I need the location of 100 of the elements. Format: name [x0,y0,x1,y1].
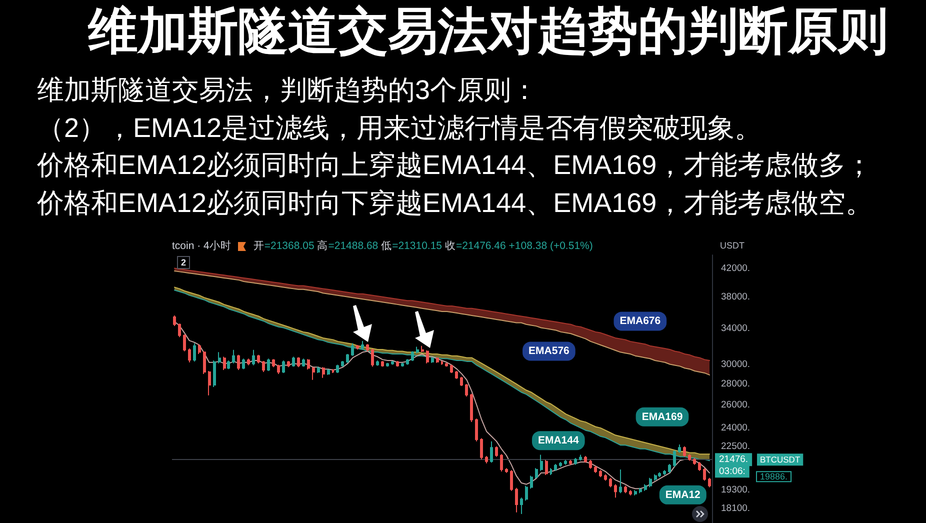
candlestick [470,393,473,423]
candlestick [277,364,280,374]
candlestick [341,360,344,368]
y-tick-label: 38000. [721,291,750,302]
text: 价格和EMA12必须同时向下穿越EMA144、EMA169，才能考虑做空。 [37,187,873,220]
candlestick [252,349,255,366]
candlestick [317,366,320,374]
candlestick [460,376,463,387]
candlestick [426,350,429,364]
candlestick [510,470,513,492]
candlestick [272,358,275,368]
candlestick [232,349,235,364]
text: 19886. [760,472,788,482]
candlestick [336,364,339,374]
candlestick [267,358,270,372]
candlestick [450,364,453,374]
candlestick [604,474,607,482]
series-label: EMA12 [665,488,701,501]
candlestick [376,360,379,366]
y-tick-label: 42000. [721,262,750,274]
series-label: EMA676 [620,315,661,328]
candlestick [649,477,652,488]
y-tick-label: 22500. [721,440,750,452]
candlestick [490,440,493,464]
candlestick [366,344,369,352]
text: 价格和EMA12必须同时向上穿越EMA144、EMA169，才能考虑做多； [37,149,873,182]
candlestick [193,342,196,362]
candlestick [242,358,245,370]
chart-title: 维加斯隧道交易法对趋势的判断原则 [88,2,888,61]
candlestick [480,438,483,460]
y-axis-title: USDT [720,240,745,250]
candlestick [678,444,681,454]
candlestick [441,361,443,364]
text: BTCUSDT [760,454,800,465]
candlestick [698,462,701,472]
candlestick [332,370,334,372]
candlestick [416,346,419,354]
candlestick [634,490,637,496]
candlestick [614,484,617,498]
candlestick [574,458,577,466]
candlestick [287,360,290,368]
candlestick [218,352,221,364]
candlestick [213,360,216,388]
ref-line-label: 21476. [719,454,748,466]
candlestick [540,454,543,472]
candlestick [485,456,488,464]
candlestick [579,454,582,462]
candlestick [381,360,384,368]
candlestick [535,468,538,480]
candlestick [683,446,686,458]
series-label: EMA169 [642,410,683,423]
y-tick-label: 30000. [721,358,750,370]
candlestick [406,358,409,366]
candlestick [559,462,562,468]
candlestick [307,358,310,370]
candlestick [693,458,696,466]
candlestick [584,456,587,464]
candlestick [564,459,567,466]
candlestick [431,356,434,364]
candlestick [282,360,285,374]
candlestick [237,354,240,371]
candlestick [312,366,315,380]
candlestick [500,454,503,472]
candlestick [668,464,671,474]
candlestick [351,342,354,356]
candlestick [292,356,295,368]
chart-subtitle: 维加斯隧道交易法，判断趋势的3个原则： [37,74,540,107]
candlestick [257,354,260,364]
candlestick [411,350,414,362]
series-label: EMA144 [538,434,579,447]
candlestick [599,470,602,478]
candlestick [188,348,191,363]
candlestick [401,362,404,368]
candlestick [688,454,691,462]
candlestick [386,362,389,368]
candlestick [396,360,399,368]
candlestick [178,323,181,338]
y-tick-label: 18100. [721,502,750,514]
candlestick [465,383,468,397]
candlestick [520,497,523,515]
candlestick [569,459,572,466]
candlestick [302,358,305,368]
y-tick-label: 28000. [721,378,750,390]
candlestick [663,470,666,476]
candlestick [445,362,448,368]
candlestick [391,360,394,366]
candlestick [297,356,300,368]
candlestick [658,472,661,478]
candlestick [203,350,206,374]
candlestick [208,370,211,396]
candlestick [436,356,439,364]
annotation: 2 [181,258,186,268]
candlestick [322,366,325,378]
candlestick [530,475,533,490]
candlestick [327,368,330,376]
candlestick [198,344,201,355]
candlestick [262,360,265,372]
candlestick [624,485,627,494]
candlestick [455,370,458,380]
candlestick [247,358,250,366]
